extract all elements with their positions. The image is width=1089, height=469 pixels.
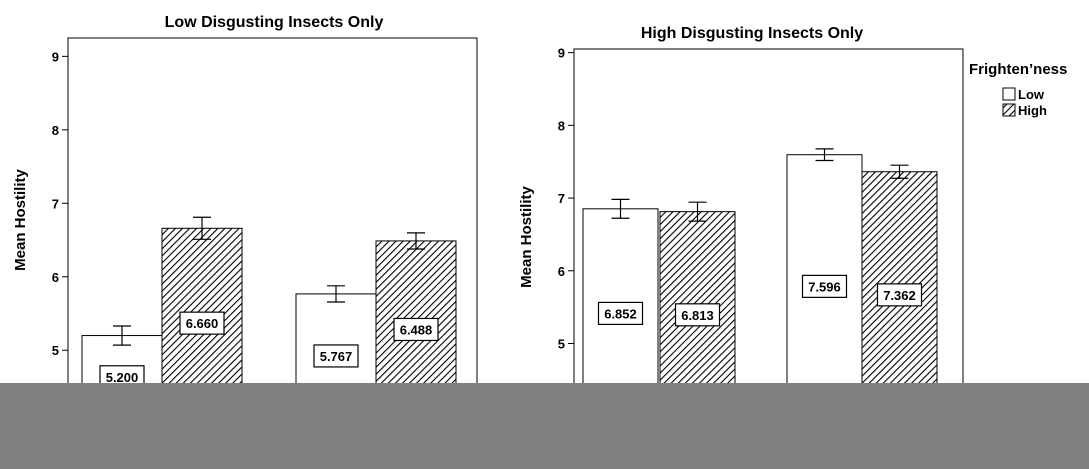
y-tick-label: 6	[558, 264, 565, 279]
chart-title: High Disgusting Insects Only	[641, 25, 863, 42]
error-bar	[890, 164, 909, 179]
bar-high	[375, 240, 457, 399]
y-tick-label: 7	[52, 196, 59, 211]
y-ticks: 5 6 7 8 9	[558, 46, 574, 351]
data-label: 7.362	[876, 283, 923, 307]
error-bar	[407, 232, 425, 250]
legend-label-high: High	[1018, 103, 1047, 118]
y-tick-label: 8	[52, 123, 59, 138]
error-bar	[815, 148, 834, 162]
svg-text:7.362: 7.362	[883, 288, 916, 303]
chart-title: Low Disgusting Insects Only	[165, 14, 384, 31]
y-tick-label: 5	[558, 336, 565, 351]
bars: 5.200 5.767 6.660 6.488	[81, 216, 457, 399]
data-label: 6.660	[179, 311, 225, 335]
y-tick-label: 6	[52, 270, 59, 285]
svg-text:6.660: 6.660	[186, 316, 219, 331]
y-tick-label: 8	[558, 118, 565, 133]
y-ticks: 5 6 7 8 9	[52, 49, 68, 358]
y-tick-label: 9	[52, 49, 59, 64]
error-bar	[113, 325, 131, 346]
legend-label-low: Low	[1018, 87, 1045, 102]
y-tick-label: 5	[52, 343, 59, 358]
error-bar	[193, 216, 211, 240]
legend-title: Frighten’ness	[969, 61, 1067, 78]
y-axis-label: Mean Hostility	[518, 186, 535, 288]
svg-text:6.852: 6.852	[604, 306, 637, 321]
chart-left: Low Disgusting Insects Only Mean Hostili…	[12, 14, 478, 399]
data-label: 6.852	[597, 301, 644, 326]
data-label: 6.813	[674, 303, 721, 327]
error-bar	[688, 201, 707, 222]
y-tick-label: 9	[558, 46, 565, 61]
legend: Frighten’ness Low High	[969, 61, 1067, 118]
svg-text:5.200: 5.200	[106, 370, 139, 385]
error-bar	[327, 285, 345, 303]
occluding-bar	[0, 383, 1089, 469]
legend-swatch-high	[1002, 103, 1016, 117]
legend-swatch-low	[1002, 87, 1016, 101]
data-label: 5.767	[313, 344, 359, 368]
svg-text:5.767: 5.767	[320, 349, 353, 364]
chart-right: High Disgusting Insects Only Mean Hostil…	[518, 25, 964, 399]
svg-text:6.488: 6.488	[400, 322, 433, 337]
y-tick-label: 7	[558, 191, 565, 206]
data-label: 7.596	[801, 274, 848, 298]
data-label: 6.488	[393, 317, 439, 342]
error-bar	[611, 198, 630, 219]
y-axis-label: Mean Hostility	[12, 169, 29, 271]
svg-text:7.596: 7.596	[808, 279, 841, 294]
bars: 6.852 7.596 6.813 7.362	[582, 148, 938, 399]
svg-text:6.813: 6.813	[681, 308, 714, 323]
